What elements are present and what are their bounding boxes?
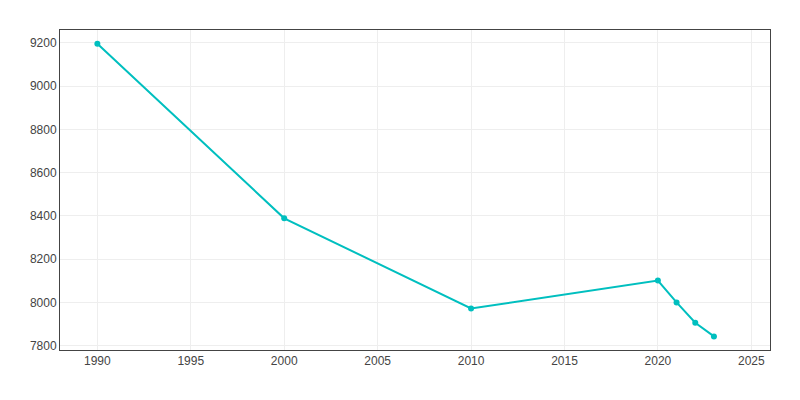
svg-text:1995: 1995	[177, 354, 204, 368]
svg-text:7800: 7800	[30, 339, 57, 353]
svg-text:2000: 2000	[271, 354, 298, 368]
svg-text:8800: 8800	[30, 123, 57, 137]
svg-text:2015: 2015	[551, 354, 578, 368]
svg-text:8400: 8400	[30, 209, 57, 223]
svg-text:1990: 1990	[84, 354, 111, 368]
svg-text:9200: 9200	[30, 36, 57, 50]
svg-text:9000: 9000	[30, 79, 57, 93]
svg-text:2010: 2010	[458, 354, 485, 368]
svg-text:8200: 8200	[30, 252, 57, 266]
svg-text:2025: 2025	[738, 354, 765, 368]
svg-text:8000: 8000	[30, 296, 57, 310]
svg-text:8600: 8600	[30, 166, 57, 180]
svg-text:2005: 2005	[364, 354, 391, 368]
svg-text:2020: 2020	[645, 354, 672, 368]
